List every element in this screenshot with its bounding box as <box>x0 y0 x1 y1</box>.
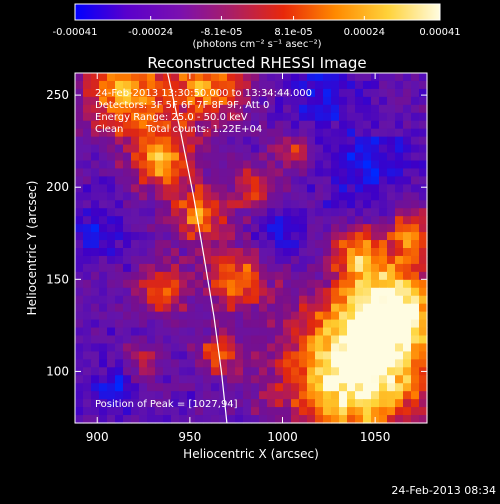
colorbar-tick-label: 0.00024 <box>344 27 385 38</box>
annotation-block: 24-Feb-2013 13:30:50.000 to 13:34:44.000… <box>95 88 312 410</box>
peak-position-text: Position of Peak = [1027,94] <box>95 399 238 410</box>
colorbar-tick-label: -0.00041 <box>53 27 98 38</box>
y-axis-label: Heliocentric Y (arcsec) <box>25 181 39 316</box>
x-tick-label: 900 <box>86 430 109 444</box>
colorbar-gradient <box>74 3 441 21</box>
detectors-text: Detectors: 3F 5F 6F 7F 8F 9F, Att 0 <box>95 100 269 111</box>
image-area: 900 950 1000 1050 100 150 200 250 <box>46 72 428 444</box>
y-tick-label: 200 <box>46 180 69 194</box>
solar-limb-curve <box>167 72 228 424</box>
colorbar: -0.00041 -0.00024 -8.1e-05 8.1e-05 0.00024 0.… <box>53 3 461 50</box>
colorbar-unit-label: (photons cm⁻² s⁻¹ asec⁻²) <box>192 39 321 50</box>
x-tick-label: 1000 <box>267 430 298 444</box>
colorbar-ticks: -0.00041 -0.00024 -8.1e-05 8.1e-05 0.00024 0.… <box>53 16 461 38</box>
colorbar-tick-label: 0.00041 <box>419 27 460 38</box>
heatmap <box>75 73 428 424</box>
x-tick-label: 950 <box>178 430 201 444</box>
x-axis-label: Heliocentric X (arcsec) <box>183 447 319 461</box>
footer-timestamp: 24-Feb-2013 08:34 <box>391 484 496 497</box>
axis-ticks: 900 950 1000 1050 100 150 200 250 <box>46 73 427 444</box>
energy-range-text: Energy Range: 25.0 - 50.0 keV <box>95 112 248 123</box>
time-range-text: 24-Feb-2013 13:30:50.000 to 13:34:44.000 <box>95 88 312 99</box>
colorbar-tick-label: 8.1e-05 <box>274 27 312 38</box>
clean-text: Clean <box>95 124 123 135</box>
y-tick-label: 250 <box>46 88 69 102</box>
plot-frame <box>74 72 428 424</box>
total-counts-text: Total counts: 1.22E+04 <box>145 124 262 135</box>
y-tick-label: 100 <box>46 364 69 378</box>
x-tick-label: 1050 <box>360 430 391 444</box>
chart-title: Reconstructed RHESSI Image <box>147 54 366 72</box>
colorbar-tick-label: -0.00024 <box>128 27 173 38</box>
y-tick-label: 150 <box>46 272 69 286</box>
colorbar-tick-label: -8.1e-05 <box>200 27 242 38</box>
